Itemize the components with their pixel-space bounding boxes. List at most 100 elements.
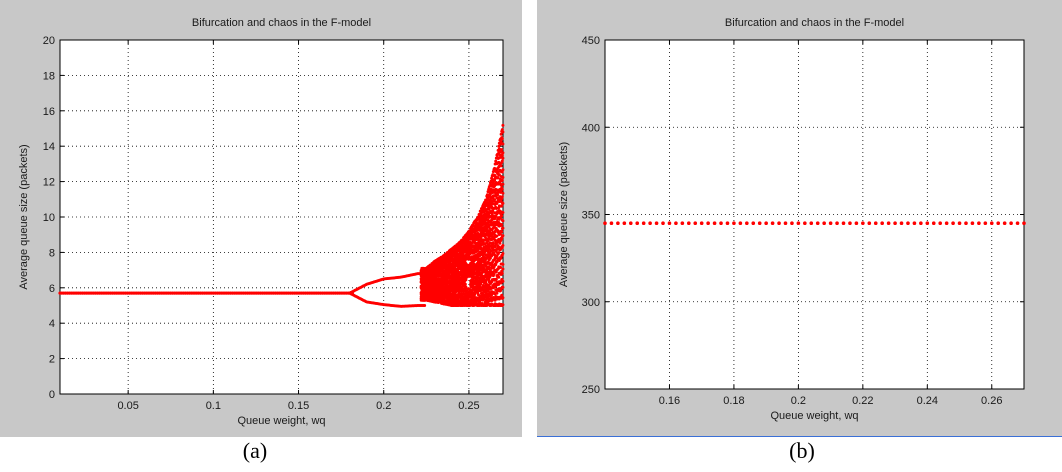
data-point xyxy=(854,221,859,226)
data-point xyxy=(463,282,467,286)
data-point xyxy=(738,221,743,226)
x-tick-label: 0.24 xyxy=(917,395,938,407)
data-point xyxy=(1015,221,1020,226)
x-tick-label: 0.16 xyxy=(659,395,680,407)
data-point xyxy=(501,244,505,247)
data-point xyxy=(603,221,607,226)
data-point xyxy=(951,221,955,226)
x-tick-label: 0.2 xyxy=(791,395,806,407)
data-point xyxy=(501,252,505,256)
data-point xyxy=(500,148,504,152)
data-point xyxy=(803,221,807,226)
data-point xyxy=(500,195,504,199)
y-tick-label: 300 xyxy=(582,297,600,309)
data-point xyxy=(498,195,502,199)
data-point xyxy=(873,221,878,226)
data-point xyxy=(500,237,504,241)
data-point xyxy=(751,221,756,226)
data-point xyxy=(495,291,499,295)
data-point xyxy=(490,238,494,242)
data-point xyxy=(1009,221,1013,226)
data-point xyxy=(828,221,833,226)
data-point xyxy=(764,221,768,226)
data-point xyxy=(491,241,495,245)
data-point xyxy=(494,263,498,267)
data-point xyxy=(501,182,505,186)
data-point xyxy=(501,219,505,223)
y-tick-label: 4 xyxy=(49,318,55,330)
y-tick-label: 2 xyxy=(49,354,55,366)
data-point xyxy=(465,275,469,279)
data-point xyxy=(501,130,505,134)
plot-frame xyxy=(604,39,1025,390)
data-point xyxy=(906,221,910,226)
data-point xyxy=(790,221,794,226)
x-tick-label: 0.05 xyxy=(117,400,138,412)
x-tick-label: 0.18 xyxy=(723,395,744,407)
plot-area xyxy=(605,40,1024,389)
plot-frame xyxy=(59,39,504,395)
data-point xyxy=(687,221,691,226)
data-point xyxy=(485,198,489,202)
data-point xyxy=(957,221,962,226)
data-point xyxy=(667,221,672,226)
data-point xyxy=(783,221,788,226)
data-point xyxy=(497,144,501,148)
y-tick-label: 12 xyxy=(43,177,55,189)
data-point xyxy=(500,223,504,227)
data-point xyxy=(822,221,826,226)
x-axis-label: Queue weight, wq xyxy=(770,410,858,422)
data-point xyxy=(725,221,730,226)
data-point xyxy=(1002,221,1007,226)
data-point xyxy=(501,151,505,155)
x-tick-label: 0.15 xyxy=(288,400,309,412)
data-point xyxy=(464,285,468,289)
data-point xyxy=(919,221,923,226)
y-tick-label: 20 xyxy=(43,35,55,47)
data-point xyxy=(498,241,502,245)
data-point xyxy=(500,204,504,208)
data-point xyxy=(654,221,659,226)
data-point xyxy=(496,176,500,180)
data-point xyxy=(809,221,814,226)
data-point xyxy=(628,221,633,226)
data-point xyxy=(500,246,504,250)
data-point xyxy=(496,170,500,174)
data-point xyxy=(488,241,492,245)
data-point xyxy=(712,221,717,226)
data-point xyxy=(796,221,801,226)
data-point xyxy=(931,221,936,226)
y-tick-label: 18 xyxy=(43,70,55,82)
data-point xyxy=(770,221,775,226)
chart-panel-b: 0.16 0.18 0.2 0.22 0.24 0.26 250 300 350 400 450 Bi… xyxy=(537,0,1062,437)
data-point xyxy=(497,275,501,279)
chart-title: Bifurcation and chaos in the F-model xyxy=(725,17,904,29)
data-point xyxy=(841,221,846,226)
data-point xyxy=(495,234,499,238)
data-point xyxy=(493,198,497,202)
x-tick-label: 0.26 xyxy=(981,395,1002,407)
data-point xyxy=(501,234,505,238)
data-point xyxy=(893,221,897,226)
y-tick-label: 16 xyxy=(43,106,55,118)
y-tick-label: 0 xyxy=(49,389,55,401)
data-point xyxy=(719,221,723,226)
y-tick-label: 10 xyxy=(43,212,55,224)
data-point xyxy=(622,221,627,226)
data-point xyxy=(641,221,646,226)
data-point xyxy=(674,221,678,226)
data-point xyxy=(499,232,503,236)
y-tick-label: 450 xyxy=(582,35,600,47)
data-point xyxy=(693,221,698,226)
data-point xyxy=(497,245,501,249)
data-point xyxy=(977,221,981,226)
data-point xyxy=(500,230,504,234)
data-point xyxy=(501,156,505,160)
data-point xyxy=(635,221,640,226)
data-point xyxy=(880,221,884,226)
data-point xyxy=(501,175,505,179)
data-point xyxy=(501,303,505,307)
data-point xyxy=(609,221,614,226)
data-point xyxy=(867,221,872,226)
data-point xyxy=(501,191,505,195)
